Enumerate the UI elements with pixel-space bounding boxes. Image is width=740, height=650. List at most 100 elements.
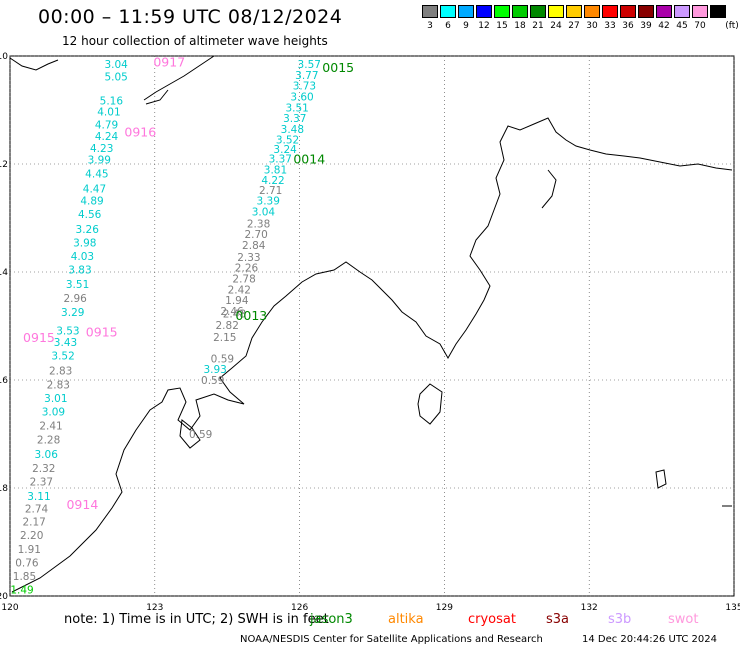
lat-tick-label: -20 <box>0 592 8 602</box>
wave-height-value: 3.11 <box>27 491 50 503</box>
legend-swatch <box>548 5 564 18</box>
altimeter-track-values: 3.045.055.164.014.794.244.233.994.454.47… <box>10 59 321 596</box>
wave-height-value: 3.57 <box>298 59 321 71</box>
pass-time-label: 0915 <box>23 330 55 345</box>
wave-height-value: 4.45 <box>85 169 108 181</box>
wave-height-value: 2.96 <box>63 293 87 305</box>
wave-height-value: 3.73 <box>293 81 316 93</box>
lat-tick-label: -14 <box>0 268 8 278</box>
coastline <box>9 55 733 593</box>
wave-height-value: 3.52 <box>276 135 299 147</box>
footer-credit: NOAA/NESDIS Center for Satellite Applica… <box>240 634 543 645</box>
wave-height-value: 5.16 <box>100 95 124 107</box>
legend-swatch <box>656 5 672 18</box>
satellite-swot: swot <box>668 612 699 627</box>
wave-height-value: 3.39 <box>257 196 280 208</box>
wave-height-value: 3.06 <box>35 449 59 461</box>
legend-swatch <box>440 5 456 18</box>
legend-label: 15 <box>496 21 508 31</box>
wave-height-value: 1.85 <box>13 571 36 583</box>
lon-tick-label: 120 <box>1 603 18 613</box>
wave-height-value: 2.28 <box>37 434 60 446</box>
wave-height-value: 1.91 <box>18 544 41 556</box>
legend-swatch <box>674 5 690 18</box>
wave-height-value: 3.83 <box>68 264 91 276</box>
lon-tick-label: 129 <box>436 603 453 613</box>
wave-height-value: 2.33 <box>237 252 260 264</box>
pass-time-label: 0915 <box>86 324 118 339</box>
map-axis-labels: 120 123 126 129 132 135 -10 -12 -14 -16 -18 -20 <box>0 52 740 613</box>
legend-swatch <box>620 5 636 18</box>
wave-height-value: 2.42 <box>228 284 251 296</box>
wave-height-value: 4.03 <box>71 251 94 263</box>
legend-label: 30 <box>586 21 598 31</box>
legend-label: 24 <box>550 21 562 31</box>
wave-height-value: 4.56 <box>78 209 102 221</box>
footer-timestamp: 14 Dec 20:44:26 UTC 2024 <box>582 634 717 645</box>
wave-height-value: 2.71 <box>259 185 282 197</box>
satellite-s3a: s3a <box>546 612 570 627</box>
wave-height-value: 3.51 <box>285 102 308 114</box>
wave-height-value: 3.09 <box>42 406 65 418</box>
wave-height-value: 3.48 <box>281 124 304 136</box>
page-title: 00:00 – 11:59 UTC 08/12/2024 <box>38 6 343 28</box>
wave-height-value: 1.94 <box>225 295 249 307</box>
wave-height-value: 3.93 <box>203 364 226 376</box>
wave-height-value: 2.83 <box>47 379 70 391</box>
lon-tick-label: 132 <box>581 603 598 613</box>
wave-height-value: 2.84 <box>242 240 266 252</box>
legend-label: 39 <box>640 21 652 31</box>
wave-height-value: 2.41 <box>39 420 62 432</box>
wave-height-value: 3.53 <box>56 325 79 337</box>
wave-height-value: 3.98 <box>73 237 96 249</box>
wave-height-value: 4.01 <box>97 107 120 119</box>
legend-label: 45 <box>676 21 688 31</box>
wave-height-value: 2.70 <box>244 229 267 241</box>
lat-tick-label: -10 <box>0 52 8 62</box>
satellite-altika: altika <box>388 612 424 627</box>
wave-height-value: 2.48 <box>223 309 246 321</box>
wave-height-value: 4.47 <box>83 183 106 195</box>
wave-height-value: 3.52 <box>51 351 74 363</box>
legend-label: 70 <box>694 21 706 31</box>
satellite-s3b: s3b <box>608 612 632 627</box>
wave-height-value: 0.59 <box>189 429 212 441</box>
wave-height-value: 2.37 <box>30 477 53 489</box>
legend-swatch <box>530 5 546 18</box>
wave-height-value: 2.74 <box>25 504 49 516</box>
map-gridlines <box>9 55 735 597</box>
wave-height-value: 3.04 <box>252 207 276 219</box>
pass-time-label: 0013 <box>235 308 267 323</box>
legend-swatch <box>692 5 708 18</box>
wave-height-value: 2.15 <box>213 332 236 344</box>
lon-tick-label: 126 <box>291 603 308 613</box>
legend-swatch <box>602 5 618 18</box>
wave-height-value: 3.24 <box>273 144 297 156</box>
legend-swatch <box>422 5 438 18</box>
legend-label: 21 <box>532 21 544 31</box>
wave-height-value: 2.38 <box>247 218 270 230</box>
pass-time-labels: 0915 0916 0917 0915 0914 0015 0014 0013 <box>23 54 354 512</box>
legend-swatch <box>710 5 726 18</box>
lon-tick-label: 123 <box>146 603 163 613</box>
legend-label: 6 <box>445 21 451 31</box>
lat-tick-label: -16 <box>0 376 8 386</box>
wave-height-value: 3.26 <box>76 224 100 236</box>
legend-swatch <box>494 5 510 18</box>
legend-unit: (ft) <box>725 21 739 31</box>
wave-height-value: 2.78 <box>232 273 255 285</box>
wave-height-value: 3.37 <box>269 154 292 166</box>
legend-label: 42 <box>658 21 670 31</box>
legend-swatch <box>566 5 582 18</box>
satellite-jason3: jason3 <box>310 612 353 627</box>
wave-height-value: 2.26 <box>235 263 259 275</box>
wave-height-value: 1.49 <box>10 585 33 597</box>
wave-height-value: 3.29 <box>61 307 84 319</box>
wave-height-value: 3.01 <box>44 393 67 405</box>
pass-time-label: 0914 <box>66 497 98 512</box>
legend-label: 9 <box>463 21 469 31</box>
wave-height-value: 3.04 <box>104 59 128 71</box>
pass-time-label: 0015 <box>322 60 354 75</box>
pass-time-label: 0014 <box>293 152 325 167</box>
